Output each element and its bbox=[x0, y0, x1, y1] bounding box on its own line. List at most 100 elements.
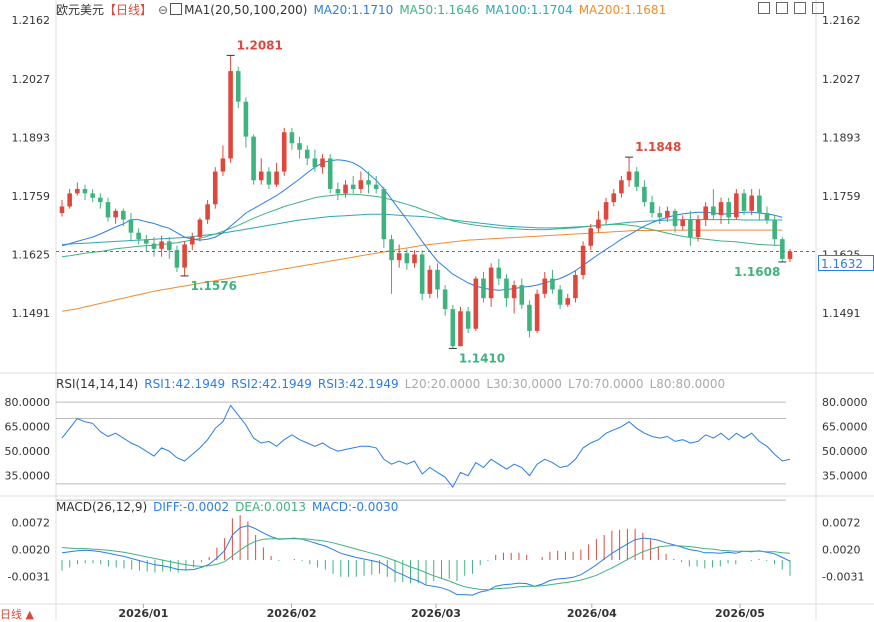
ma20-value: MA20:1.1710 bbox=[313, 3, 394, 17]
x-tick-label: 2026/03 bbox=[411, 607, 461, 620]
candle-body bbox=[243, 101, 249, 137]
candle-body bbox=[488, 267, 494, 299]
candle-body bbox=[182, 244, 187, 268]
macd-tick-label: 0.0072 bbox=[822, 516, 861, 529]
candle-body bbox=[128, 219, 134, 233]
candle-body bbox=[442, 289, 448, 310]
annotation-label: 1.1410 bbox=[459, 351, 505, 365]
ma20-line bbox=[61, 159, 783, 291]
candle-body bbox=[174, 250, 180, 268]
candle-body bbox=[235, 71, 241, 102]
candle-body bbox=[481, 278, 486, 299]
y-tick-label: 1.2162 bbox=[12, 14, 51, 27]
candle-body bbox=[634, 171, 640, 187]
y-tick-label: 1.2027 bbox=[12, 73, 51, 86]
period-label[interactable]: 【日线】 bbox=[104, 3, 153, 17]
ma50-value: MA50:1.1646 bbox=[399, 3, 480, 17]
candle-body bbox=[75, 189, 80, 194]
candle-body bbox=[281, 132, 287, 172]
candle-body bbox=[412, 254, 417, 264]
candle-body bbox=[741, 193, 747, 211]
candle-body bbox=[596, 219, 601, 229]
candle-body bbox=[695, 219, 701, 238]
ma200-line bbox=[61, 229, 783, 312]
ma-label[interactable]: MA1(20,50,100,200) bbox=[184, 3, 308, 17]
zoom-in-icon[interactable] bbox=[776, 2, 788, 14]
y-tick-label: 1.1625 bbox=[12, 249, 51, 262]
ma-indicator-icon[interactable] bbox=[170, 3, 183, 15]
candle-body bbox=[220, 158, 226, 172]
candle-body bbox=[672, 210, 678, 227]
candle-body bbox=[496, 267, 502, 279]
y-tick-label: 1.2162 bbox=[822, 14, 861, 27]
candle-body bbox=[473, 278, 479, 329]
rsi3-value: RSI3:42.1949 bbox=[317, 377, 399, 391]
rsi-header: RSI(14,14,14) RSI1:42.1949 RSI2:42.1949 RSI… bbox=[56, 376, 731, 392]
candle-body bbox=[396, 253, 402, 261]
rsi-tick-label: 65.0000 bbox=[822, 421, 868, 434]
candle-body bbox=[458, 311, 463, 347]
candle-body bbox=[320, 158, 325, 168]
y-tick-label: 1.1491 bbox=[12, 307, 51, 320]
candle-body bbox=[121, 210, 126, 220]
candle-body bbox=[749, 195, 754, 211]
y-tick-label: 1.1759 bbox=[822, 190, 861, 203]
candle-body bbox=[312, 158, 318, 168]
macd-tick-label: 0.0072 bbox=[12, 516, 51, 529]
candle-body bbox=[350, 184, 356, 190]
candle-body bbox=[588, 228, 594, 246]
candle-body bbox=[611, 193, 617, 203]
macd-tick-label: -0.0031 bbox=[8, 570, 50, 583]
candle-body bbox=[373, 184, 379, 190]
y-tick-label: 1.1759 bbox=[12, 190, 51, 203]
candle-body bbox=[450, 309, 456, 347]
candle-body bbox=[251, 136, 256, 181]
settings-icon[interactable]: ⊖ bbox=[158, 3, 169, 17]
candle-body bbox=[189, 237, 195, 245]
rsi-tick-label: 65.0000 bbox=[5, 421, 51, 434]
candle-body bbox=[619, 180, 624, 194]
zoom-out-icon[interactable] bbox=[794, 2, 806, 14]
rsi-tick-label: 35.0000 bbox=[822, 470, 868, 483]
macd-dea-line bbox=[61, 538, 791, 591]
macd-label[interactable]: MACD(26,12,9) bbox=[56, 500, 148, 514]
macd-value: MACD:-0.0030 bbox=[312, 500, 399, 514]
candle-body bbox=[657, 213, 663, 218]
candle-body bbox=[726, 202, 731, 218]
macd-tick-label: 0.0020 bbox=[12, 544, 51, 557]
l20-value: L20:20.0000 bbox=[404, 377, 481, 391]
candle-body bbox=[136, 232, 141, 240]
annotation-label: 1.1576 bbox=[191, 279, 237, 293]
rsi-label[interactable]: RSI(14,14,14) bbox=[56, 377, 139, 391]
candle-body bbox=[67, 193, 72, 207]
annotation-label: 1.1608 bbox=[734, 265, 780, 279]
ma100-value: MA100:1.1704 bbox=[485, 3, 573, 17]
candle-body bbox=[642, 186, 647, 203]
candle-body bbox=[197, 219, 203, 238]
rsi1-value: RSI1:42.1949 bbox=[144, 377, 226, 391]
candle-body bbox=[534, 293, 540, 331]
candle-body bbox=[59, 206, 65, 214]
candle-body bbox=[297, 143, 302, 150]
macd-diff-line bbox=[61, 525, 791, 596]
candle-body bbox=[542, 278, 548, 294]
rsi-tick-label: 80.0000 bbox=[5, 396, 51, 409]
y-tick-label: 1.1491 bbox=[822, 307, 861, 320]
candle-body bbox=[358, 180, 364, 190]
fullscreen-icon[interactable] bbox=[812, 2, 824, 14]
period-switch[interactable]: 日线 ▲ bbox=[0, 608, 34, 621]
candle-body bbox=[757, 195, 762, 214]
x-tick-label: 2026/01 bbox=[118, 607, 168, 620]
ma100-line bbox=[61, 213, 783, 245]
annotation-label: 1.2081 bbox=[237, 38, 283, 52]
candle-body bbox=[573, 275, 578, 299]
symbol-label: 欧元美元 bbox=[56, 3, 105, 17]
crosshair-icon[interactable] bbox=[758, 2, 770, 14]
rsi-tick-label: 50.0000 bbox=[5, 445, 51, 458]
y-tick-label: 1.1893 bbox=[12, 131, 51, 144]
candle-body bbox=[343, 184, 348, 194]
candle-body bbox=[90, 193, 95, 198]
candle-body bbox=[419, 254, 425, 294]
candle-body bbox=[228, 71, 233, 159]
